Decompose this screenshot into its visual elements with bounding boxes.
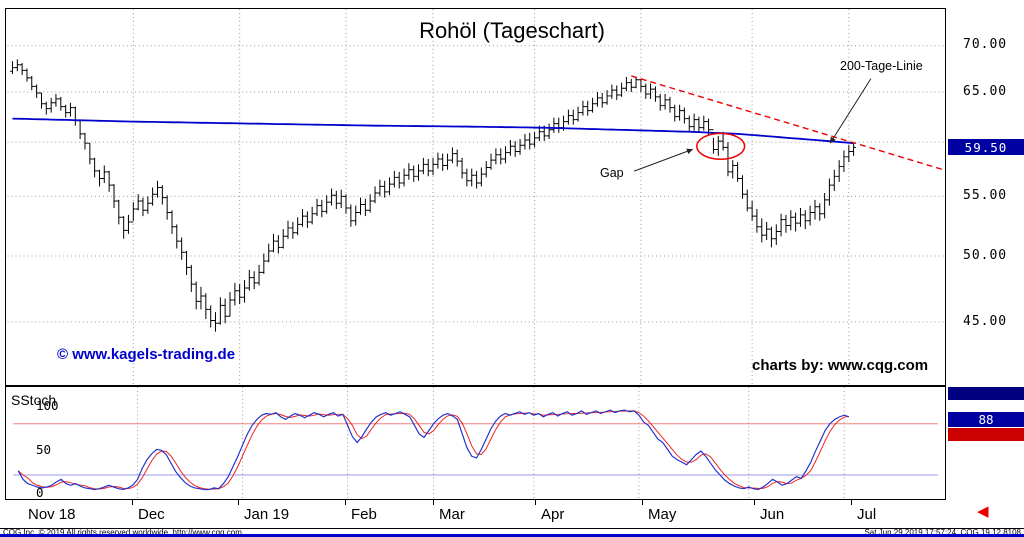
chart-title: Rohöl (Tageschart) (419, 18, 605, 43)
price-chart-canvas[interactable] (6, 9, 945, 385)
axis-tickmark (754, 500, 755, 505)
price-tick-label: 50.00 (963, 248, 1008, 263)
last-price-badge: 59.50 (948, 139, 1024, 155)
gap-ellipse (696, 132, 746, 160)
axis-tickmark (642, 500, 643, 505)
month-label: Dec (138, 506, 165, 523)
stoch-scale-top-bar (948, 387, 1024, 400)
stochastic-panel (5, 386, 946, 500)
stoch-tick-label: 100 (36, 398, 59, 413)
ohlc-bars (10, 59, 856, 332)
gap-annotation-label: Gap (600, 166, 624, 180)
stoch-tick-label: 50 (36, 442, 52, 457)
timestamp-text: Sat Jun 29 2019 17:57:24, CQG 19.12.8108 (864, 528, 1021, 537)
time-axis: ◀ Nov 18 Dec Jan 19 Feb Mar Apr May Jun Jul (0, 500, 1024, 528)
scroll-left-arrow-icon[interactable]: ◀ (977, 503, 989, 520)
kagels-trading-watermark: © www.kagels-trading.de (57, 346, 236, 363)
copyright-text: CQG Inc. © 2019 All rights reserved worl… (3, 528, 242, 537)
month-label: Jul (857, 506, 877, 523)
month-label: Jan 19 (244, 506, 290, 523)
stoch-k-line (17, 409, 850, 491)
price-tick-label: 65.00 (963, 84, 1008, 99)
gap-arrow (633, 148, 694, 172)
downtrend-line (631, 75, 944, 171)
footer-bar: CQG Inc. © 2019 All rights reserved worl… (0, 528, 1024, 537)
price-chart-panel (5, 8, 946, 386)
price-tick-label: 45.00 (963, 314, 1008, 329)
stochastic-chart-canvas[interactable] (6, 387, 945, 499)
price-tick-label: 55.00 (963, 188, 1008, 203)
axis-tickmark (132, 500, 133, 505)
ma200-annotation-label: 200-Tage-Linie (840, 59, 923, 73)
price-axis: 70.00 65.00 55.00 50.00 45.00 (948, 0, 1024, 500)
month-label: Apr (541, 506, 565, 523)
stoch-signal-value-box (948, 428, 1024, 441)
cqg-watermark: charts by: www.cqg.com (752, 357, 929, 374)
price-tick-label: 70.00 (963, 37, 1008, 52)
footer-blue-line (0, 534, 1024, 537)
axis-tickmark (345, 500, 346, 505)
month-label: Mar (439, 506, 465, 523)
axis-tickmark (535, 500, 536, 505)
month-label: Jun (760, 506, 785, 523)
axis-tickmark (238, 500, 239, 505)
stoch-d-line (17, 410, 850, 490)
month-label: Nov 18 (28, 506, 76, 523)
ma-callout-arrow (829, 78, 872, 144)
stochastic-study-label: SStoch (9, 392, 59, 408)
axis-tickmark (851, 500, 852, 505)
stoch-tick-label: 0 (36, 485, 44, 500)
axis-tickmark (433, 500, 434, 505)
month-label: May (648, 506, 677, 523)
ma200-line (12, 117, 854, 145)
stoch-value-badge: 88 (948, 412, 1024, 427)
month-label: Feb (351, 506, 377, 523)
